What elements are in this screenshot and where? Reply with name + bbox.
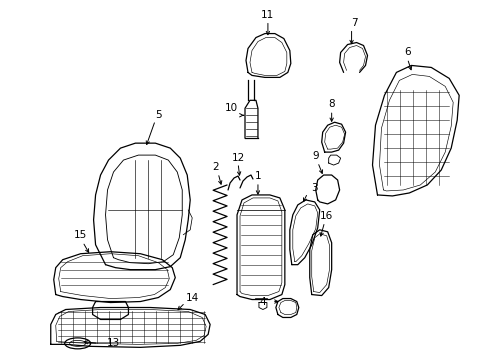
Text: 10: 10 (224, 103, 238, 113)
Text: 2: 2 (211, 162, 218, 172)
Text: 7: 7 (350, 18, 357, 28)
Text: 5: 5 (155, 110, 162, 120)
Text: 12: 12 (231, 153, 244, 163)
Text: 16: 16 (320, 211, 333, 221)
Text: 3: 3 (311, 183, 317, 193)
Text: 6: 6 (403, 48, 410, 58)
Text: 11: 11 (261, 10, 274, 20)
Text: 9: 9 (312, 151, 318, 161)
Text: 8: 8 (327, 99, 334, 109)
Text: 15: 15 (74, 230, 87, 240)
Text: 4: 4 (259, 297, 265, 306)
Text: 13: 13 (106, 338, 120, 348)
Text: 14: 14 (185, 293, 199, 302)
Text: 1: 1 (254, 171, 261, 181)
